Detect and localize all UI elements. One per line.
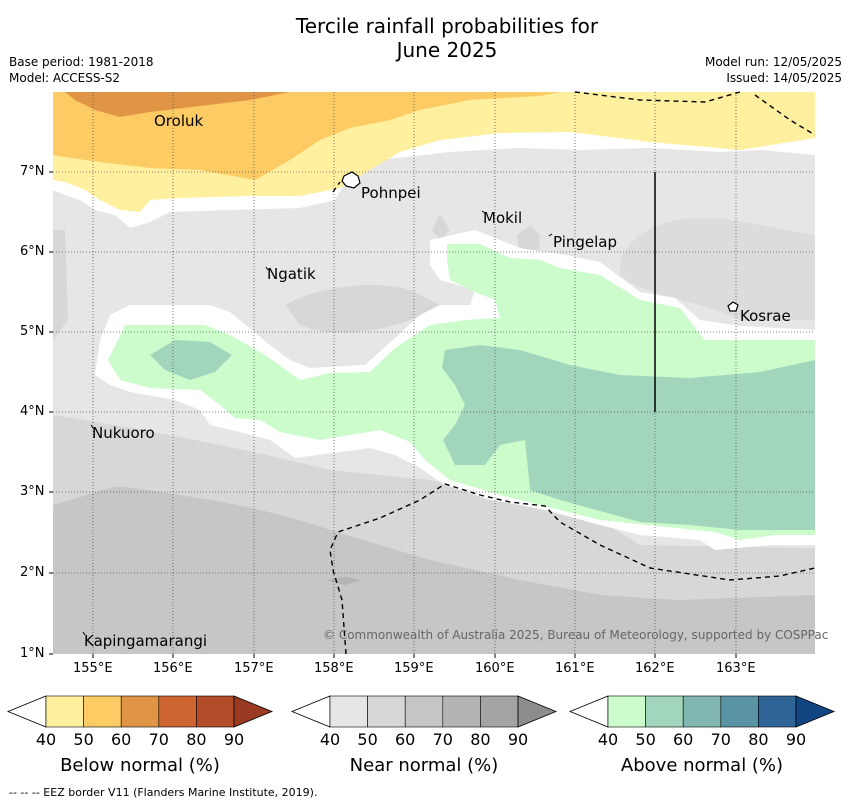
near-normal-50-patch: [285, 285, 440, 333]
above-colorbar-segment-3: [720, 695, 759, 728]
below-colorbar-segment-4: [196, 695, 235, 728]
lat-tick-6: 6°N: [20, 244, 45, 259]
below-colorbar-segment-0: [45, 695, 84, 728]
base-period-text: Base period: 1981-2018: [9, 55, 154, 69]
label-kosrae: Kosrae: [740, 307, 791, 325]
near-colorbar-segment-2: [404, 695, 444, 728]
lon-tick-157: 157°E: [234, 661, 274, 676]
lon-tick-163: 163°E: [716, 661, 756, 676]
near-colorbar-tick-70: 70: [432, 730, 453, 749]
colorbars: [6, 695, 836, 728]
near-normal-50-west-patch: [53, 230, 68, 340]
pohnpei-island: [341, 171, 361, 189]
near-normal-east-patch: [620, 218, 815, 320]
nukuoro-island: [90, 424, 94, 429]
near-colorbar-tick-80: 80: [470, 730, 491, 749]
axis-ticks: [49, 171, 737, 658]
near-colorbar-tick-50: 50: [357, 730, 378, 749]
lon-tick-160: 160°E: [475, 661, 515, 676]
below-colorbar-tick-70: 70: [148, 730, 169, 749]
above-normal-50-west-patch: [150, 340, 232, 380]
above-normal-50-region: [442, 345, 815, 530]
near-colorbar-max-extension: [517, 695, 558, 728]
colorbar-above: [568, 695, 836, 728]
above-colorbar-tick-80: 80: [748, 730, 769, 749]
eez-border: [329, 91, 816, 655]
below-colorbar-max-extension: [233, 695, 274, 728]
near-colorbar-tick-60: 60: [395, 730, 416, 749]
below-normal-60-region: [65, 92, 290, 117]
above-colorbar-segment-2: [682, 695, 722, 728]
lat-tick-3: 3°N: [20, 484, 45, 499]
label-pohnpei: Pohnpei: [361, 184, 421, 202]
below-normal-label: Below normal (%): [60, 755, 220, 776]
ngatik-island: [265, 266, 269, 271]
label-ngatik: Ngatik: [267, 265, 316, 283]
near-colorbar-segment-0: [329, 695, 368, 728]
near-normal-label: Near normal (%): [349, 755, 499, 776]
above-colorbar-tick-50: 50: [635, 730, 656, 749]
label-kapingamarangi: Kapingamarangi: [84, 632, 208, 650]
near-colorbar-segment-1: [367, 695, 406, 728]
below-colorbar-min-extension: [6, 695, 47, 728]
above-normal-label: Above normal (%): [620, 755, 784, 776]
lon-tick-162: 162°E: [635, 661, 675, 676]
above-colorbar-tick-90: 90: [785, 730, 807, 749]
pingelap-island: [548, 233, 553, 237]
above-colorbar-max-extension: [795, 695, 836, 728]
below-normal-50-region: [53, 92, 560, 180]
above-colorbar-min-extension: [568, 695, 609, 728]
below-colorbar-segment-2: [120, 695, 160, 728]
eez-footnote: -- -- -- EEZ border V11 (Flanders Marine…: [9, 786, 318, 799]
graticule: [53, 92, 815, 654]
lat-tick-1: 1°N: [20, 646, 45, 661]
near-colorbar-min-extension: [290, 695, 331, 728]
above-colorbar-tick-60: 60: [673, 730, 694, 749]
model-text: Model: ACCESS-S2: [9, 71, 121, 85]
issued-text: Issued: 14/05/2025: [726, 71, 842, 85]
near-colorbar-segment-4: [480, 695, 519, 728]
lon-tick-158: 158°E: [314, 661, 354, 676]
model-run-text: Model run: 12/05/2025: [704, 55, 842, 69]
below-colorbar-segment-3: [158, 695, 197, 728]
lon-tick-161: 161°E: [555, 661, 595, 676]
map-title-line2: June 2025: [396, 38, 498, 62]
kapingamarangi-island: [82, 631, 86, 636]
near-colorbar-tick-40: 40: [319, 730, 341, 749]
lon-tick-156: 156°E: [153, 661, 193, 676]
label-pingelap: Pingelap: [553, 233, 618, 251]
above-colorbar-tick-40: 40: [597, 730, 619, 749]
map-title-line1: Tercile rainfall probabilities for: [295, 14, 599, 38]
near-normal-mokil-patch: [432, 214, 450, 240]
lon-tick-159: 159°E: [394, 661, 434, 676]
above-colorbar-segment-0: [607, 695, 646, 728]
lat-tick-7: 7°N: [20, 164, 45, 179]
below-colorbar-tick-60: 60: [111, 730, 132, 749]
near-colorbar-tick-90: 90: [507, 730, 529, 749]
above-colorbar-tick-70: 70: [710, 730, 731, 749]
near-colorbar-segment-3: [442, 695, 481, 728]
lat-tick-2: 2°N: [20, 565, 45, 580]
map-regions: [53, 92, 815, 654]
kosrae-island: [727, 301, 739, 312]
lon-tick-155: 155°E: [73, 661, 113, 676]
label-nukuoro: Nukuoro: [92, 424, 155, 442]
below-colorbar-tick-80: 80: [186, 730, 207, 749]
near-normal-60-region: [53, 486, 815, 654]
above-colorbar-segment-4: [758, 695, 797, 728]
lat-tick-5: 5°N: [20, 324, 45, 339]
below-colorbar-tick-40: 40: [35, 730, 57, 749]
below-colorbar-tick-50: 50: [73, 730, 94, 749]
below-colorbar-tick-90: 90: [223, 730, 245, 749]
colorbar-below: [6, 695, 274, 728]
copyright-text: © Commonwealth of Australia 2025, Bureau…: [323, 628, 829, 642]
above-colorbar-segment-1: [645, 695, 684, 728]
label-mokil: Mokil: [483, 209, 523, 227]
label-oroluk: Oroluk: [154, 112, 204, 130]
colorbar-near: [290, 695, 558, 728]
below-colorbar-segment-1: [83, 695, 122, 728]
mokil-island: [481, 210, 486, 214]
lat-tick-4: 4°N: [20, 404, 45, 419]
